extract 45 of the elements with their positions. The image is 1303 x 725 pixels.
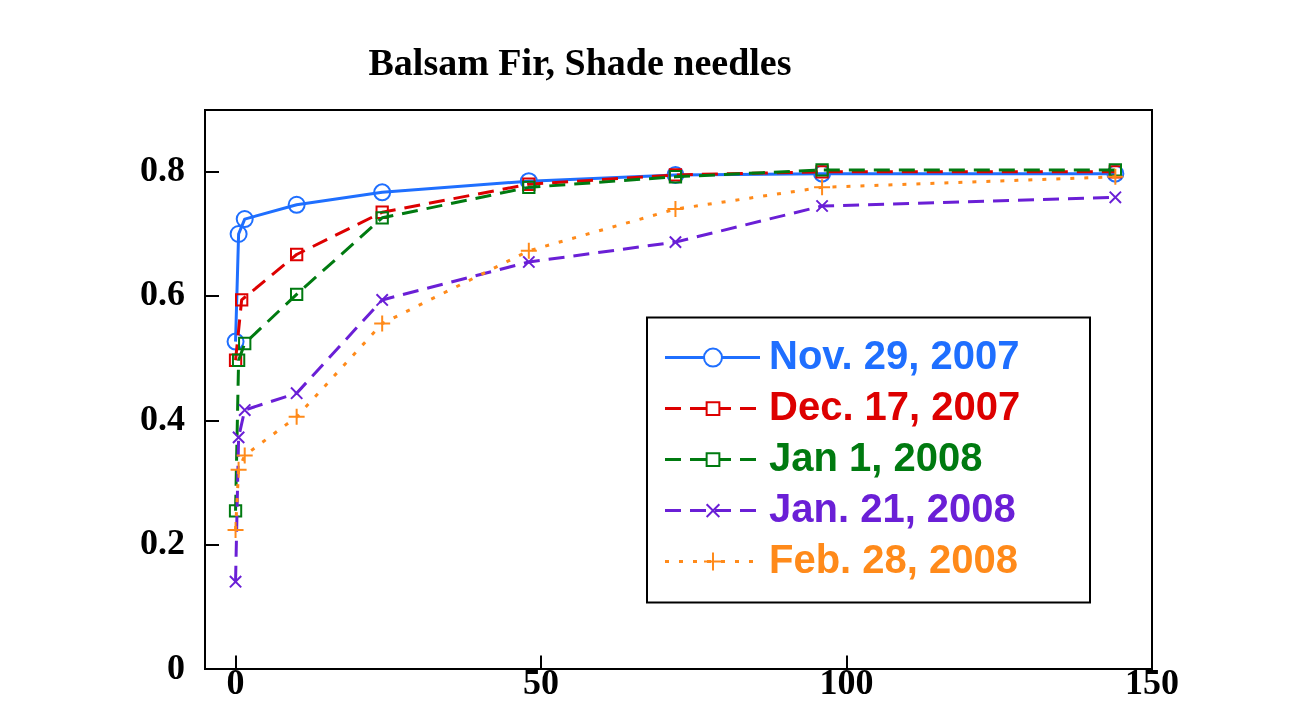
point bbox=[813, 178, 832, 197]
point bbox=[666, 200, 685, 219]
x-tick-label: 100 bbox=[819, 662, 874, 703]
point bbox=[1108, 190, 1122, 204]
point bbox=[235, 210, 254, 229]
point bbox=[226, 521, 245, 540]
legend-label: Feb. 28, 2008 bbox=[769, 536, 1019, 581]
point bbox=[373, 183, 392, 202]
point bbox=[228, 575, 243, 589]
point bbox=[229, 460, 248, 479]
point bbox=[519, 241, 538, 260]
point bbox=[226, 332, 245, 351]
point bbox=[289, 287, 304, 301]
point bbox=[238, 403, 252, 417]
y-tick-label: 0.8 bbox=[140, 149, 185, 190]
point bbox=[375, 211, 389, 225]
point bbox=[235, 293, 249, 307]
point bbox=[522, 255, 536, 269]
point bbox=[815, 199, 829, 213]
chart-title: Balsam Fir, Shade needles bbox=[368, 40, 792, 83]
x-tick-label: 150 bbox=[1125, 662, 1179, 703]
point bbox=[289, 386, 304, 400]
x-tick-label: 50 bbox=[523, 662, 560, 703]
point bbox=[287, 195, 306, 214]
point bbox=[813, 164, 832, 183]
point bbox=[287, 407, 306, 426]
y-tick-label: 0.2 bbox=[140, 522, 185, 563]
legend-label: Jan. 21, 2008 bbox=[769, 485, 1016, 530]
point bbox=[375, 205, 389, 219]
point bbox=[231, 430, 246, 445]
legend-label: Dec. 17, 2007 bbox=[769, 383, 1021, 428]
legend-label: Jan 1, 2008 bbox=[769, 434, 983, 479]
point bbox=[668, 235, 683, 249]
x-tick-label: 0 bbox=[226, 662, 245, 703]
point bbox=[238, 336, 252, 351]
point bbox=[289, 247, 304, 262]
point bbox=[229, 225, 248, 243]
point bbox=[375, 293, 389, 307]
point bbox=[522, 180, 536, 195]
y-tick-label: 0.6 bbox=[140, 273, 185, 314]
point bbox=[228, 504, 243, 518]
point bbox=[373, 314, 392, 333]
legend-label: Nov. 29, 2007 bbox=[769, 332, 1020, 377]
point bbox=[235, 446, 254, 465]
y-tick-label: 0.4 bbox=[140, 397, 185, 438]
